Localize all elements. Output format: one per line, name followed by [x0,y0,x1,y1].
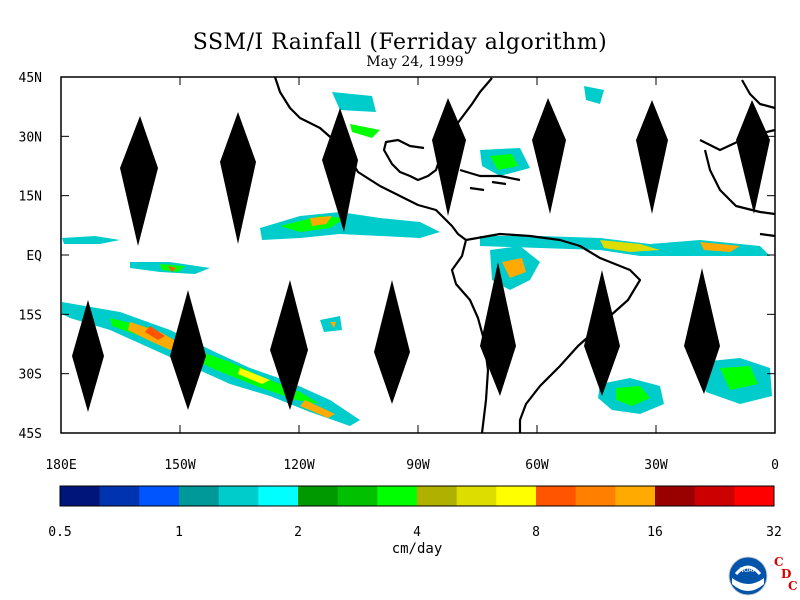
latitude-tick-label: 30S [19,368,42,383]
latitude-tick-label: 45S [19,427,42,442]
colorbar-bin [575,486,616,506]
cdc-letter: C [788,579,798,593]
swath-diamond [432,98,466,216]
coast-caribbean [459,168,521,192]
colorbar-tick-label: 4 [413,525,421,540]
colorbar-bin [139,486,180,506]
coastlines [273,76,776,434]
swath-diamond [120,116,158,246]
colorbar-tick-labels: 0.5 1 2 4 8 16 32 [48,525,782,540]
colorbar-tick-label: 8 [532,525,540,540]
swath-diamond [532,98,566,214]
swath-diamond [636,100,668,214]
map-title: SSM/I Rainfall (Ferriday algorithm) [192,30,608,55]
colorbar-tick-label: 1 [175,525,183,540]
latitude-tick-label: EQ [26,249,42,264]
cdc-letter: C [774,555,784,569]
colorbar-bin [655,486,696,506]
swath-diamond [584,270,620,396]
swath-diamond [480,262,516,396]
colorbar-border [59,485,775,507]
colorbar-bin [377,486,418,506]
colorbar-bin [496,486,537,506]
colorbar-bin [694,486,735,506]
swath-diamond [374,280,410,404]
colorbar-tick-label: 2 [294,525,302,540]
longitude-axis: 180E 150W 120W 90W 60W 30W 0 [45,77,779,473]
coast-europe [741,79,776,110]
swath-diamond [170,290,206,410]
colorbar-bin [179,486,220,506]
swath-diamond [322,108,358,232]
colorbar-unit-label: cm/day [392,541,443,557]
missing-data-swaths [72,98,770,412]
colorbar-tick-label: 0.5 [48,525,71,540]
longitude-tick-label: 90W [406,458,430,473]
colorbar-bin [337,486,378,506]
latitude-tick-label: 15S [19,308,42,323]
colorbar-bin [218,486,259,506]
coast-south-america [450,232,642,434]
longitude-tick-label: 60W [525,458,549,473]
colorbar-bins [60,486,775,506]
swath-diamond [220,112,256,244]
swath-diamond [684,268,720,394]
colorbar-bin [298,486,339,506]
longitude-tick-label: 150W [164,458,195,473]
rain-patch-south-america [490,246,540,290]
colorbar-bin [536,486,577,506]
rain-patch-itcz [62,212,770,274]
colorbar-bin [734,486,775,506]
swath-diamond [736,100,770,214]
colorbar-bin [456,486,497,506]
cdc-letter: D [781,567,791,581]
swath-diamond [270,280,308,410]
coast-north-america-east [382,77,493,182]
colorbar-bin [99,486,140,506]
latitude-tick-label: 15N [19,190,42,205]
longitude-tick-label: 30W [644,458,668,473]
latitude-tick-label: 45N [19,71,42,86]
colorbar: 0.5 1 2 4 8 16 32 cm/day [48,485,782,557]
coast-north-america-west [273,76,467,241]
colorbar-bin [615,486,656,506]
latitude-axis: 45N 30N 15N EQ 15S 30S 45S [19,71,775,442]
noaa-logo-text: NOAA [739,567,757,574]
colorbar-tick-label: 16 [647,525,663,540]
noaa-cdc-logo: NOAA C D C [728,555,798,596]
colorbar-tick-label: 32 [766,525,782,540]
swath-diamond [72,300,104,412]
colorbar-bin [417,486,458,506]
colorbar-bin [60,486,101,506]
longitude-tick-label: 0 [771,458,779,473]
longitude-tick-label: 180E [45,458,76,473]
latitude-tick-label: 30N [19,130,42,145]
rain-patch-south-atlantic [598,358,772,414]
map-date-subtitle: May 24, 1999 [366,54,464,70]
colorbar-bin [258,486,299,506]
rain-patch-north [320,86,604,332]
longitude-tick-label: 120W [283,458,314,473]
